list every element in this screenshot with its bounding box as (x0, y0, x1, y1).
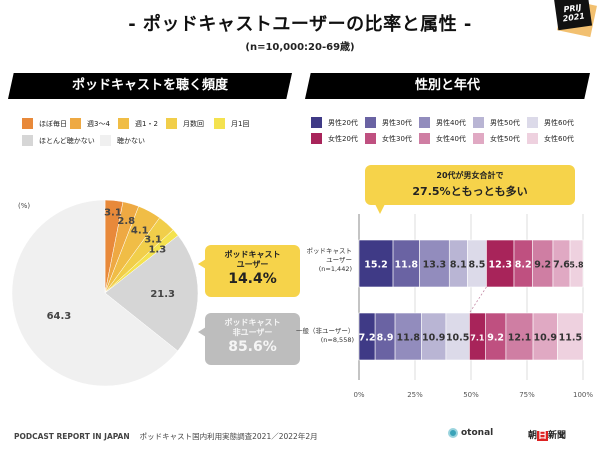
pie-legend-item: 週1・2 (118, 118, 158, 129)
user-callout: ポッドキャスト ユーザー 14.4% (198, 245, 300, 297)
page-title: - ポッドキャストユーザーの比率と属性 - (128, 14, 472, 35)
otonal-logo-icon (448, 428, 458, 438)
non-user-callout-line2: 非ユーザー (232, 328, 273, 337)
legend-swatch (22, 135, 33, 146)
footer-credit: PODCAST REPORT IN JAPAN ポッドキャスト国内利用実態調査20… (14, 431, 318, 442)
legend-label: 女性40代 (436, 134, 466, 143)
legend-label: 男性30代 (382, 118, 412, 127)
pie-data-label: 3.1 (144, 235, 162, 246)
bar-legend-item: 男性50代 (473, 117, 520, 128)
legend-swatch (419, 117, 430, 128)
user-callout-line1: ポッドキャスト (224, 250, 281, 259)
legend-swatch (527, 133, 538, 144)
user-callout-value: 14.4% (228, 271, 277, 287)
pie-data-label: 1.3 (148, 244, 166, 255)
legend-swatch (22, 118, 33, 129)
legend-swatch (214, 118, 225, 129)
legend-swatch (473, 133, 484, 144)
pie-data-label: 2.8 (117, 216, 135, 227)
note-line1: 20代が男女合計で (436, 171, 504, 180)
legend-swatch (118, 118, 129, 129)
otonal-logo: otonal (448, 428, 493, 438)
legend-swatch (166, 118, 177, 129)
legend-label: 月1回 (231, 119, 250, 128)
legend-swatch (527, 117, 538, 128)
legend-label: 週1・2 (135, 119, 158, 128)
note-line2: 27.5%ともっとも多い (412, 185, 528, 198)
non-user-callout-line1: ポッドキャスト (224, 318, 281, 327)
legend-label: 月数回 (183, 119, 204, 128)
legend-label: ほぼ毎日 (39, 119, 67, 128)
pie-legend-item: 週3〜4 (70, 118, 110, 129)
legend-swatch (311, 117, 322, 128)
legend-swatch (419, 133, 430, 144)
bar-legend-item: 男性30代 (365, 117, 412, 128)
pie-legend-item: 聴かない (100, 135, 145, 146)
twenties-note-callout: 20代が男女合計で 27.5%ともっとも多い (365, 165, 575, 214)
pie-legend-item: 月数回 (166, 118, 204, 129)
frequency-section-title: ポッドキャストを聴く頻度 (8, 73, 292, 99)
legend-label: 男性40代 (436, 118, 466, 127)
bar-legend-item: 女性30代 (365, 133, 412, 144)
legend-swatch (473, 117, 484, 128)
bar-legend-item: 男性60代 (527, 117, 574, 128)
legend-label: 女性60代 (544, 134, 574, 143)
non-user-callout-value: 85.6% (228, 339, 277, 355)
pie-slice (11, 199, 179, 387)
bar-legend-item: 女性50代 (473, 133, 520, 144)
bar-legend-item: 男性20代 (311, 117, 358, 128)
row-label-non-users: 一般（非ユーザー） (n=8,558) (296, 327, 355, 344)
pie-legend-item: ほぼ毎日 (22, 118, 67, 129)
legend-swatch (311, 133, 322, 144)
legend-label: 男性20代 (328, 118, 358, 127)
legend-swatch (70, 118, 81, 129)
unit-label: (%) (18, 202, 31, 210)
legend-swatch (100, 135, 111, 146)
non-user-callout: ポッドキャスト 非ユーザー 85.6% (198, 313, 300, 365)
pie-data-label: 4.1 (131, 225, 149, 236)
pie-slice (104, 235, 199, 352)
page-subtitle: (n=10,000:20-69歳) (245, 42, 355, 53)
bar-legend-item: 女性40代 (419, 133, 466, 144)
pie-data-label: 64.3 (47, 311, 72, 322)
pie-legend-item: ほとんど聴かない (22, 135, 95, 146)
row-label-users: ポッドキャスト ユーザー (n=1,442) (306, 247, 353, 273)
bar-legend-item: 女性20代 (311, 133, 358, 144)
gender-age-section-title: 性別と年代 (305, 73, 590, 99)
footer-report-name: PODCAST REPORT IN JAPAN (14, 432, 130, 441)
footer-survey-name: ポッドキャスト国内利用実態調査2021／2022年2月 (139, 432, 318, 441)
legend-swatch (365, 133, 376, 144)
asahi-logo: 朝日新聞 (528, 431, 567, 441)
bar-legend-item: 男性40代 (419, 117, 466, 128)
pie-data-label: 21.3 (150, 289, 175, 300)
bar-legend-item: 女性60代 (527, 133, 574, 144)
legend-label: 女性20代 (328, 134, 358, 143)
legend-label: 聴かない (117, 136, 145, 145)
legend-label: ほとんど聴かない (39, 136, 95, 145)
pie-legend-item: 月1回 (214, 118, 249, 129)
legend-label: 女性50代 (490, 134, 520, 143)
user-callout-line2: ユーザー (236, 260, 269, 269)
legend-swatch (365, 117, 376, 128)
legend-label: 週3〜4 (87, 119, 110, 128)
pie-data-label: 3.1 (104, 208, 122, 219)
legend-label: 女性30代 (382, 134, 412, 143)
legend-label: 男性60代 (544, 118, 574, 127)
legend-label: 男性50代 (490, 118, 520, 127)
